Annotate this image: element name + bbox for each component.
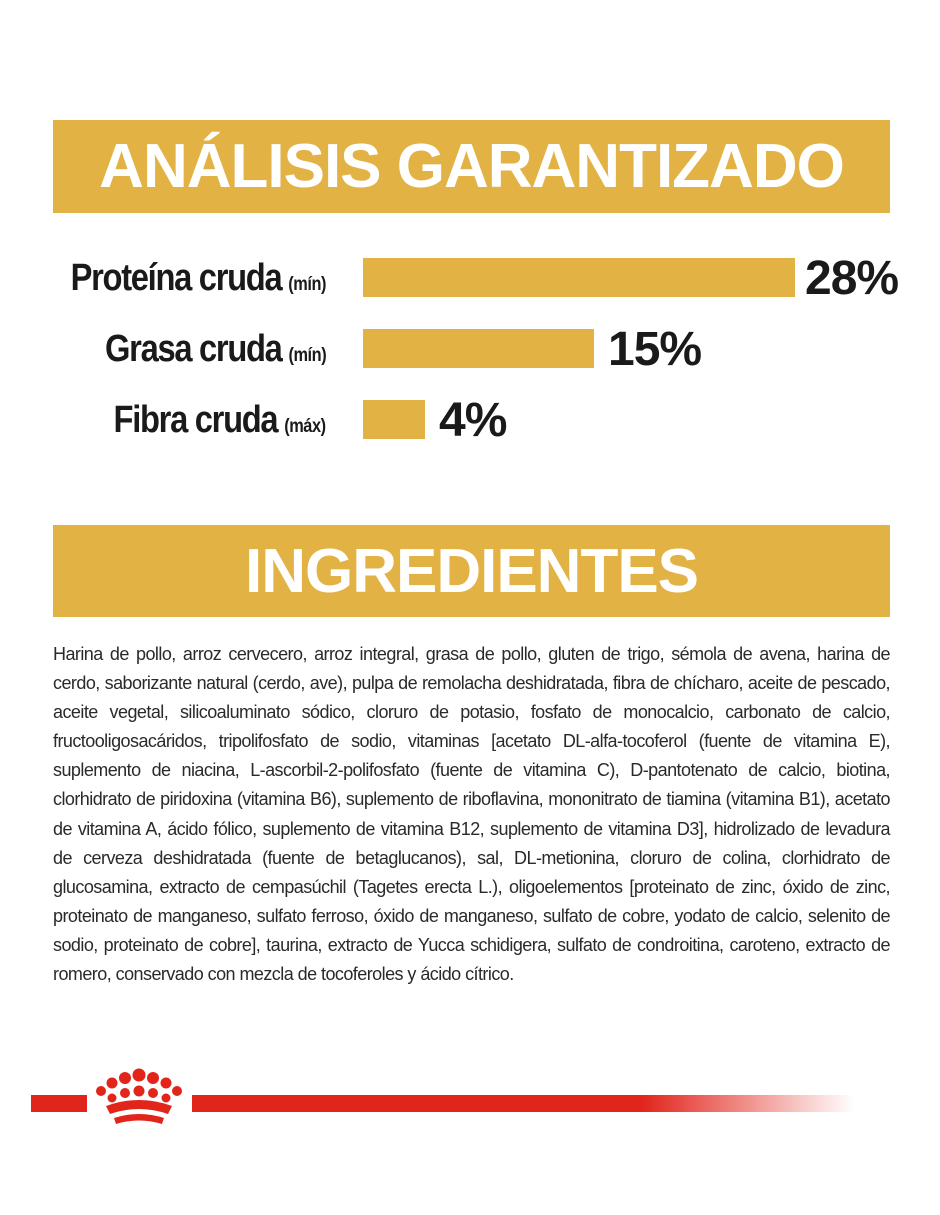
analysis-title-banner: ANÁLISIS GARANTIZADO: [53, 120, 890, 213]
royal-crown-icon: [96, 1068, 182, 1124]
nutrient-value: 28%: [805, 252, 899, 305]
nutrient-qualifier: (mín): [288, 345, 326, 366]
footer-stripe-left: [31, 1095, 87, 1112]
nutrient-label: Grasa cruda (mín): [104, 326, 327, 376]
nutrient-row-protein: Proteína cruda (mín) 28%: [0, 255, 940, 305]
nutrient-name: Fibra cruda: [113, 399, 279, 441]
nutrient-label: Proteína cruda (mín): [70, 255, 327, 305]
nutrient-bar: [363, 258, 795, 297]
nutrient-bar: [363, 329, 594, 368]
analysis-title: ANÁLISIS GARANTIZADO: [99, 132, 845, 201]
nutrient-name: Proteína cruda: [70, 257, 283, 299]
nutrient-name: Grasa cruda: [104, 328, 283, 370]
nutrient-value: 15%: [608, 323, 702, 376]
ingredients-title-banner: INGREDIENTES: [53, 525, 890, 617]
nutrient-row-fiber: Fibra cruda (máx) 4%: [0, 397, 940, 447]
nutrient-label: Fibra cruda (máx): [113, 397, 327, 447]
nutrient-row-fat: Grasa cruda (mín) 15%: [0, 326, 940, 376]
nutrient-qualifier: (máx): [284, 416, 327, 437]
ingredients-title: INGREDIENTES: [244, 536, 699, 606]
footer-stripe-right: [192, 1095, 854, 1112]
nutrient-qualifier: (mín): [288, 274, 326, 295]
nutrient-bar: [363, 400, 425, 439]
nutrient-value: 4%: [439, 394, 507, 447]
ingredients-text: Harina de pollo, arroz cervecero, arroz …: [53, 644, 891, 985]
